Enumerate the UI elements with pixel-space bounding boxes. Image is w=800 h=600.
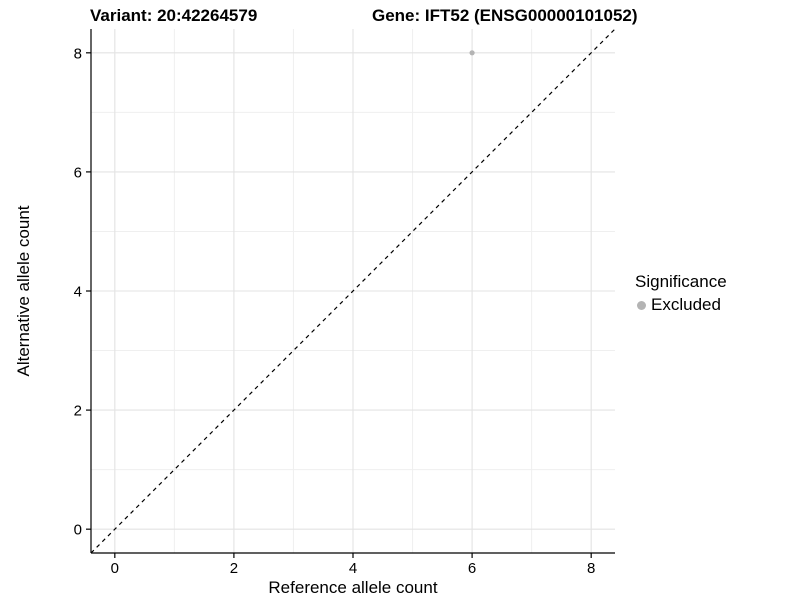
x-tick-label: 4	[349, 560, 357, 577]
x-tick-label: 0	[111, 560, 119, 577]
y-tick-label: 0	[74, 522, 82, 539]
y-tick-label: 6	[74, 164, 82, 181]
plot-title-variant: Variant: 20:42264579	[90, 6, 258, 25]
x-tick-label: 6	[468, 560, 476, 577]
data-point	[469, 50, 475, 56]
legend: Significance Excluded	[635, 271, 727, 315]
legend-title: Significance	[635, 272, 727, 291]
y-tick-label: 8	[74, 45, 82, 62]
y-axis-title: Alternative allele count	[14, 205, 33, 377]
legend-item-label: Excluded	[651, 295, 721, 314]
x-axis-title: Reference allele count	[268, 578, 438, 597]
identity-dashed-line	[90, 28, 616, 554]
x-tick-label: 8	[587, 560, 595, 577]
legend-point-swatch	[637, 300, 646, 310]
y-tick-label: 2	[74, 403, 82, 420]
x-tick-label: 2	[230, 560, 238, 577]
legend-item-excluded: Excluded	[635, 295, 727, 315]
y-tick-label: 4	[74, 284, 82, 301]
plot-title-gene: Gene: IFT52 (ENSG00000101052)	[372, 6, 638, 25]
